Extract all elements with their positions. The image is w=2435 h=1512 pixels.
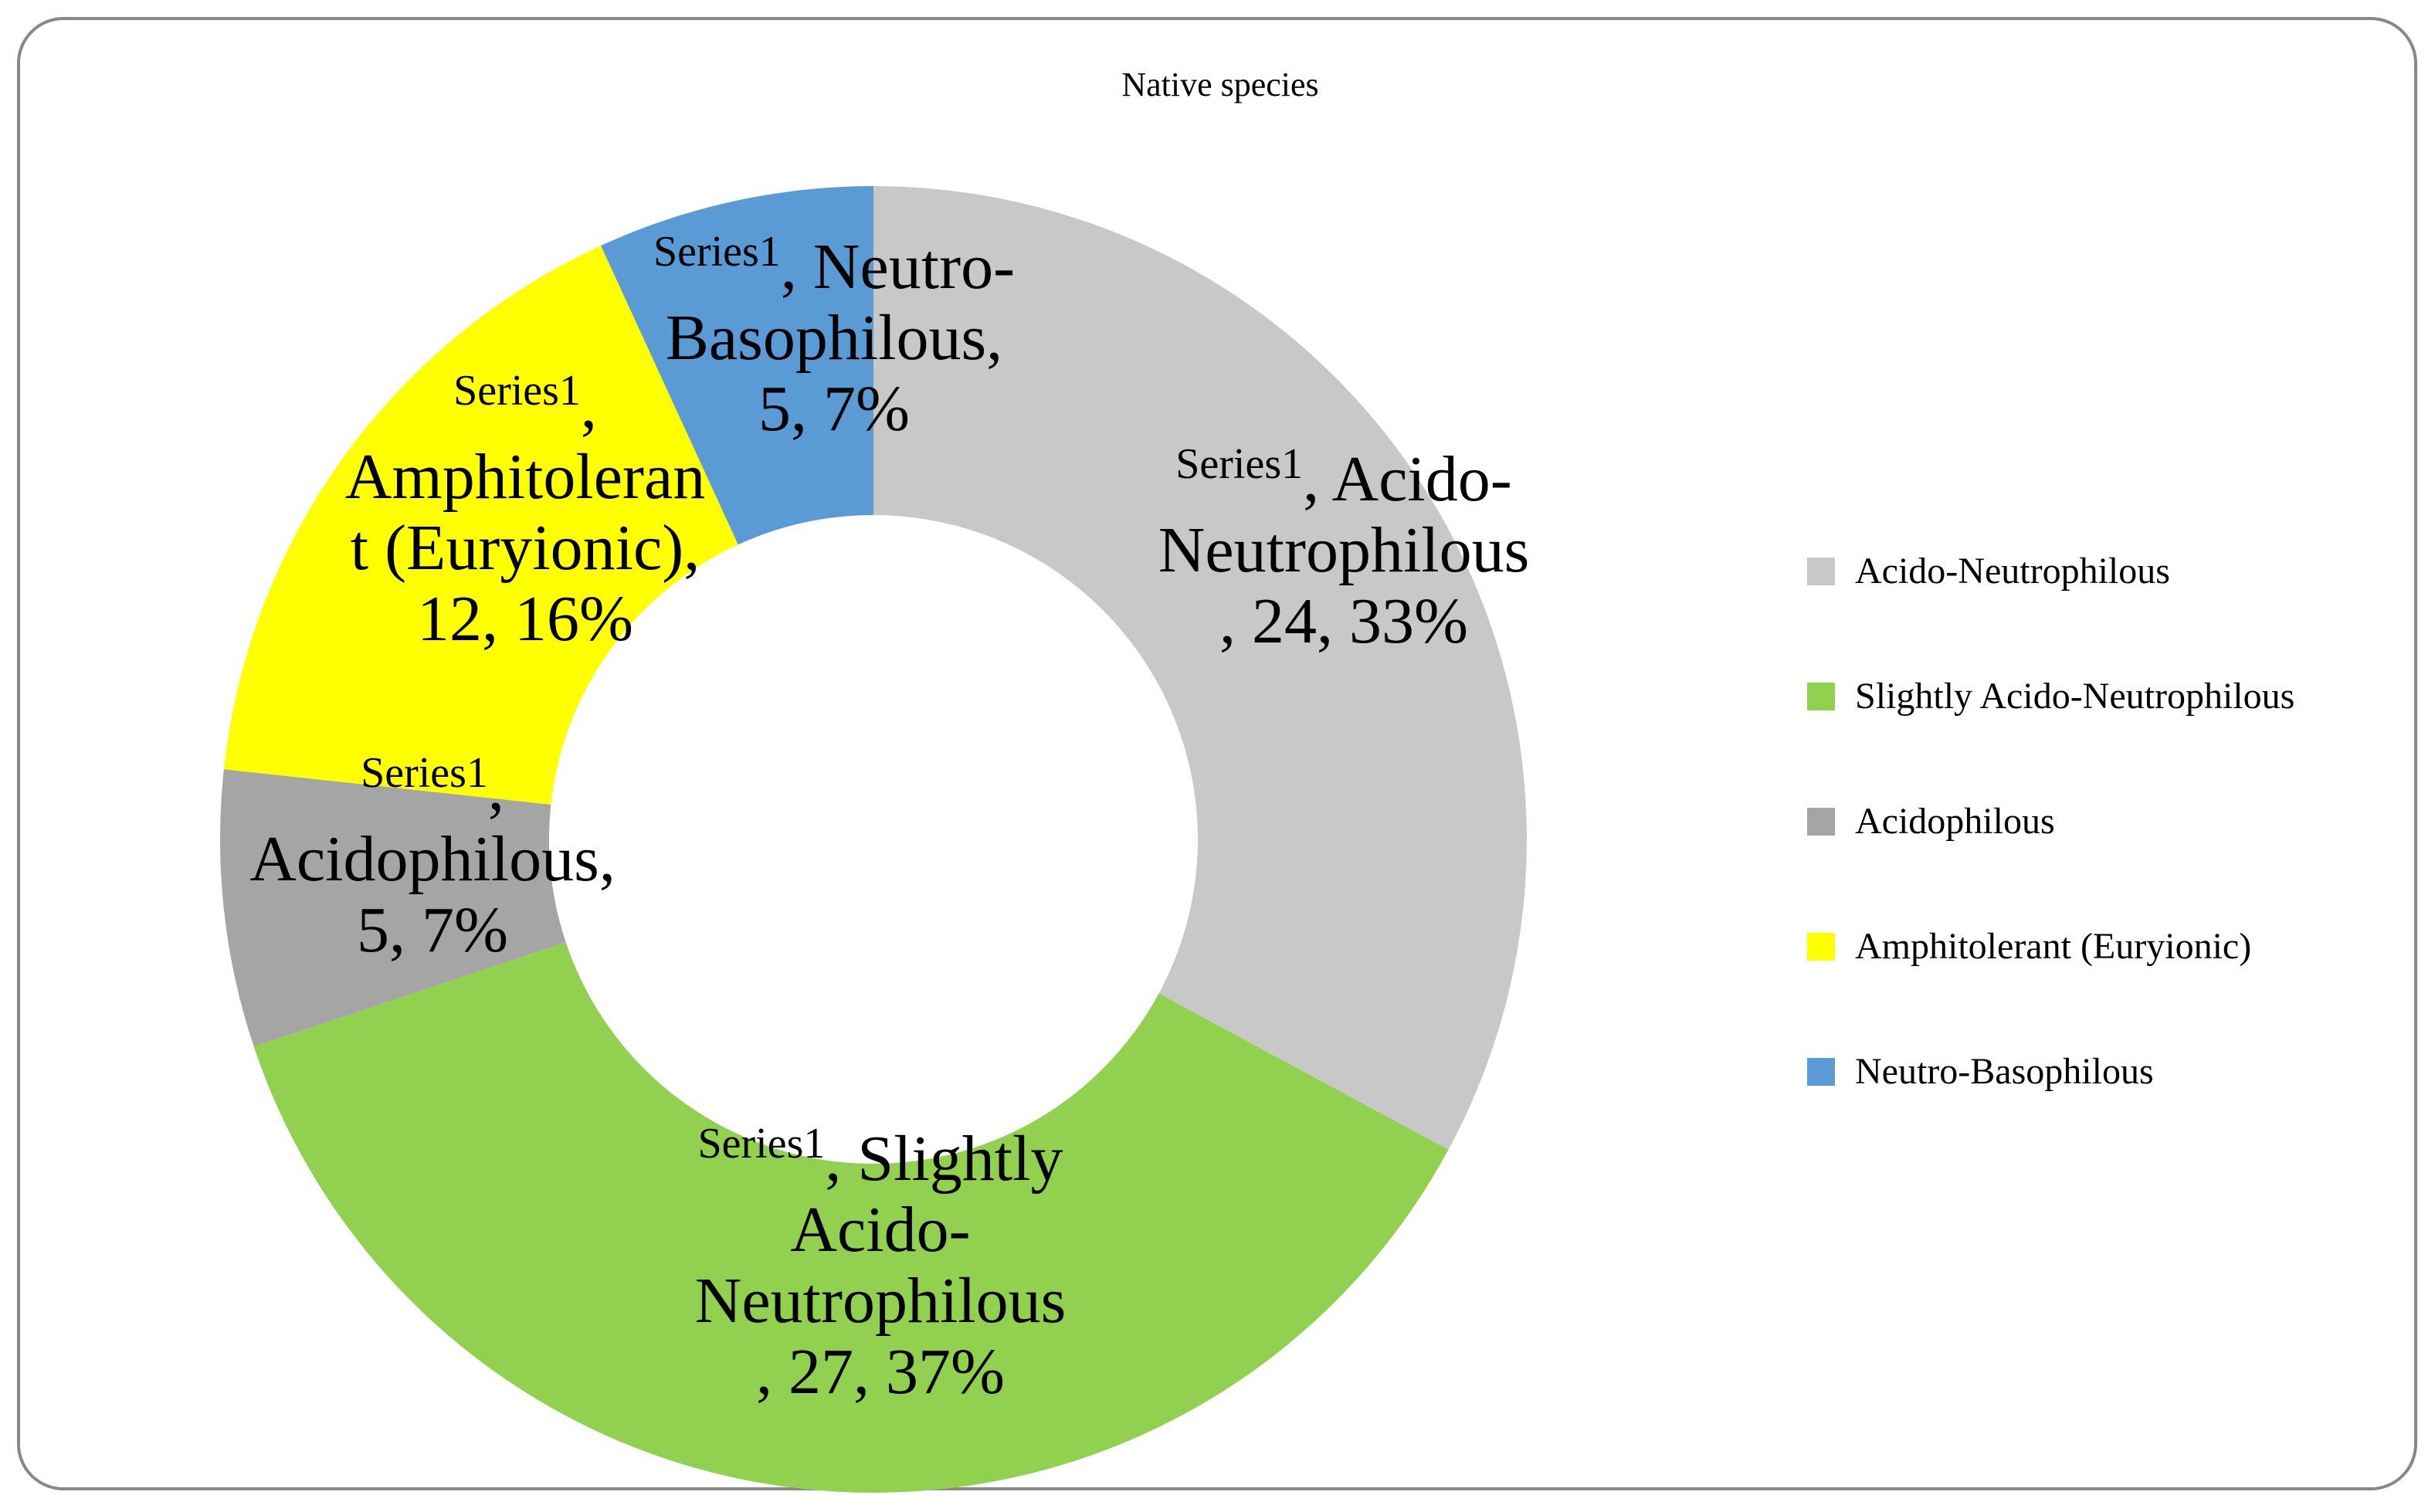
- data-label-series: Series1: [653, 228, 781, 276]
- donut-slice: [601, 186, 873, 545]
- data-label: Series1, Amphitoleran t (Euryionic), 12, 16…: [293, 369, 757, 655]
- legend-label: Amphitolerant (Euryionic): [1855, 926, 2252, 967]
- data-label-line: , Neutro-: [780, 231, 1016, 303]
- donut-slice: [223, 246, 738, 805]
- legend-swatch: [1807, 1058, 1835, 1086]
- data-label: Series1, Slightly Acido- Neutrophilous, 27…: [633, 1122, 1128, 1408]
- data-label-line: , Acido-: [1303, 443, 1512, 515]
- data-label-line: 5, 7%: [357, 894, 508, 966]
- legend-swatch: [1807, 558, 1835, 585]
- data-label-line: Acido-: [790, 1194, 971, 1266]
- data-label-line: Amphitoleran: [344, 441, 706, 513]
- donut-slice: [219, 769, 566, 1047]
- data-label-line: 12, 16%: [417, 583, 633, 655]
- legend-swatch: [1807, 933, 1835, 961]
- chart-title: Native species: [1121, 66, 1319, 103]
- legend-label: Acidophilous: [1855, 801, 2055, 842]
- data-label-series: Series1: [1175, 440, 1304, 488]
- data-label-line: ,: [580, 370, 597, 442]
- data-label-line: ,: [487, 752, 504, 824]
- data-label-line: , 27, 37%: [756, 1336, 1005, 1408]
- legend-swatch: [1807, 683, 1835, 710]
- data-label-series: Series1: [697, 1120, 826, 1168]
- data-label-line: Neutrophilous: [694, 1265, 1067, 1337]
- data-label-series: Series1: [361, 749, 488, 797]
- data-label-line: Neutrophilous: [1158, 514, 1530, 586]
- donut-slice: [873, 186, 1527, 1150]
- legend-label: Neutro-Basophilous: [1855, 1051, 2154, 1092]
- donut-slice: [253, 942, 1449, 1493]
- data-label: Series1, Acidophilous, 5, 7%: [193, 751, 672, 966]
- legend-label: Slightly Acido-Neutrophilous: [1855, 676, 2295, 717]
- data-label-line: , 24, 33%: [1219, 585, 1468, 657]
- data-label: Series1, Acido- Neutrophilous, 24, 33%: [1097, 442, 1591, 657]
- legend-swatch: [1807, 808, 1835, 836]
- data-label-line: t (Euryionic),: [350, 512, 700, 584]
- data-label-line: , Slightly: [825, 1123, 1063, 1195]
- legend-label: Acido-Neutrophilous: [1855, 551, 2170, 592]
- data-label-series: Series1: [453, 367, 581, 415]
- data-label-line: Acidophilous,: [249, 823, 616, 895]
- data-label-line: Basophilous,: [665, 302, 1003, 374]
- data-label-line: 5, 7%: [758, 373, 910, 445]
- data-label: Series1, Neutro- Basophilous, 5, 7%: [602, 230, 1066, 445]
